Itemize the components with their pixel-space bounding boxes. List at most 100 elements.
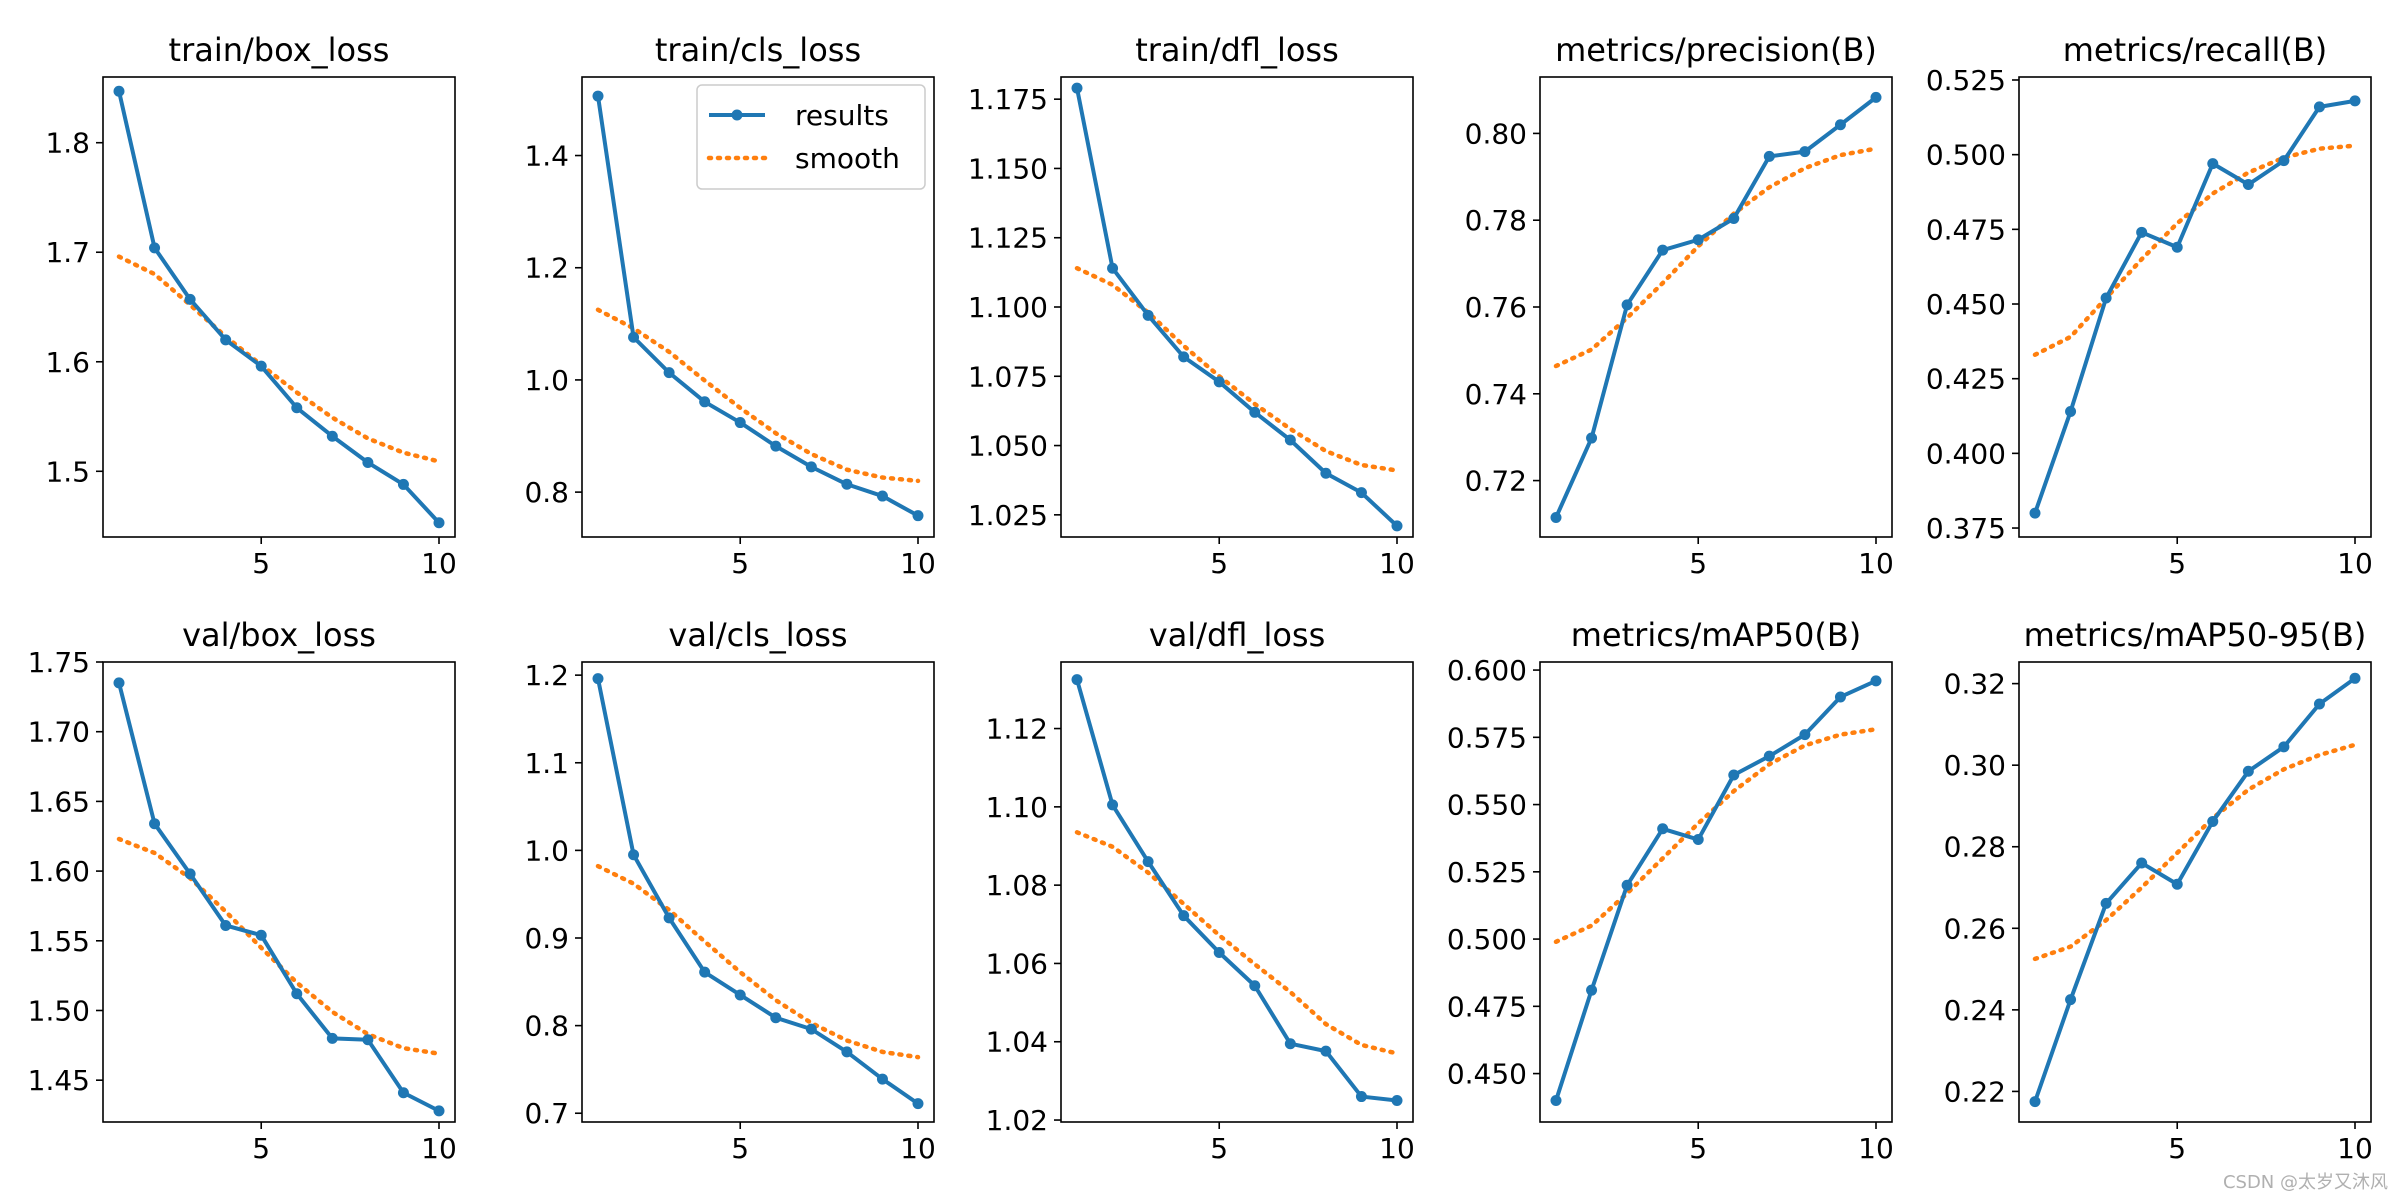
results-point: [2207, 815, 2219, 827]
results-line: [596, 678, 920, 1106]
panel-train-cls-loss: train/cls_loss 0.8 1.0 1.2 1.4 5 10 results smoo…: [524, 31, 935, 580]
results-point: [433, 517, 445, 529]
results-point: [770, 440, 782, 452]
x-tick-label: 5: [2168, 1132, 2186, 1165]
results-point: [1692, 834, 1704, 846]
results-point: [805, 461, 817, 473]
results-point: [912, 1098, 924, 1110]
results-point: [2065, 406, 2077, 418]
y-tick-label: 0.550: [1447, 789, 1527, 822]
results-point: [592, 90, 604, 102]
results-point: [876, 490, 888, 502]
chart-title: train/box_loss: [169, 31, 390, 69]
results-point: [1249, 406, 1261, 418]
results-line: [1075, 679, 1398, 1103]
y-tick-label: 1.8: [45, 127, 90, 160]
chart-title: metrics/precision(B): [1555, 31, 1877, 69]
results-point: [2136, 226, 2148, 238]
results-point: [1834, 691, 1846, 703]
panel-val-cls-loss: val/cls_loss 0.7 0.8 0.9 1.0 1.1 1.2 5 10: [524, 616, 935, 1165]
results-point: [1728, 212, 1740, 224]
y-tick-label: 0.72: [1465, 465, 1527, 498]
x-tick-label: 10: [900, 547, 936, 580]
results-line: [117, 90, 441, 525]
results-point: [1657, 244, 1669, 256]
y-tick-label: 1.050: [968, 430, 1048, 463]
results-line: [2033, 676, 2357, 1103]
y-tick-label: 0.76: [1465, 291, 1527, 324]
axes-frame: [2018, 76, 2372, 538]
results-point: [663, 367, 675, 379]
y-tick-label: 1.5: [45, 455, 90, 488]
results-point: [592, 673, 604, 685]
results-line: [117, 682, 440, 1113]
chart-title: train/dfl_loss: [1135, 31, 1339, 69]
axes-frame: [1539, 661, 1893, 1123]
results-point: [1391, 520, 1403, 532]
y-tick-label: 1.6: [45, 346, 90, 379]
panel-val-box-loss: val/box_loss 1.45 1.50 1.55 1.60 1.65 1.70 1.75…: [28, 616, 457, 1165]
x-tick-label: 10: [1858, 547, 1894, 580]
results-point: [1621, 879, 1633, 891]
results-line: [1554, 679, 1877, 1102]
y-tick-label: 1.65: [28, 785, 90, 818]
y-tick-label: 1.2: [524, 659, 569, 692]
results-point: [1391, 1094, 1403, 1106]
results-point: [2349, 672, 2361, 684]
results-point: [2242, 765, 2254, 777]
axes-frame: [581, 76, 935, 538]
y-tick-label: 0.475: [1447, 990, 1527, 1023]
y-tick-label: 1.75: [28, 646, 90, 679]
results-line: [1554, 95, 1878, 519]
results-line: [1075, 87, 1399, 528]
results-point: [291, 988, 303, 1000]
results-point: [1142, 309, 1154, 321]
results-point: [841, 478, 853, 490]
x-tick-label: 5: [2168, 547, 2186, 580]
y-tick-label: 0.30: [1944, 749, 2006, 782]
axes-frame: [102, 76, 456, 538]
y-tick-label: 0.600: [1447, 654, 1527, 687]
results-point: [1763, 750, 1775, 762]
results-point: [1870, 91, 1882, 103]
y-tick-label: 0.7: [524, 1097, 569, 1130]
y-tick-label: 0.525: [1447, 856, 1527, 889]
results-point: [149, 242, 161, 254]
y-tick-label: 0.425: [1926, 363, 2006, 396]
results-point: [1870, 675, 1882, 687]
results-point: [1107, 262, 1119, 274]
results-point: [1178, 910, 1190, 922]
y-tick-label: 0.8: [524, 1010, 569, 1043]
x-tick-label: 10: [2337, 1132, 2373, 1165]
y-tick-label: 0.74: [1465, 378, 1527, 411]
axes-frame: [581, 661, 935, 1123]
results-point: [876, 1073, 888, 1085]
results-point: [628, 331, 640, 343]
results-point: [362, 457, 374, 469]
legend-results-marker: [731, 109, 743, 121]
y-tick-label: 0.375: [1926, 512, 2006, 545]
panel-metrics-map50-95-b: metrics/mAP50-95(B) 0.22 0.24 0.26 0.28 0.30 0…: [1944, 616, 2373, 1165]
panel-metrics-recall-b: metrics/recall(B) 0.375 0.400 0.425 0.450 0.4…: [1926, 31, 2373, 580]
results-point: [326, 1032, 338, 1044]
y-tick-label: 1.075: [968, 360, 1048, 393]
y-tick-label: 0.78: [1465, 204, 1527, 237]
results-point: [2029, 507, 2041, 519]
results-point: [663, 912, 675, 924]
results-point: [1550, 1094, 1562, 1106]
y-tick-label: 0.8: [524, 476, 569, 509]
axes-frame: [2018, 661, 2372, 1123]
x-tick-label: 5: [1689, 1132, 1707, 1165]
chart-title: metrics/mAP50-95(B): [2024, 616, 2367, 654]
y-tick-label: 1.50: [28, 994, 90, 1027]
y-tick-label: 0.475: [1926, 213, 2006, 246]
y-tick-label: 1.2: [524, 252, 569, 285]
results-point: [1213, 946, 1225, 958]
legend: results smooth: [696, 84, 926, 190]
y-tick-label: 1.02: [986, 1104, 1048, 1137]
smooth-line: [116, 836, 442, 1056]
results-point: [628, 849, 640, 861]
results-point: [1692, 234, 1704, 246]
results-point: [149, 818, 161, 830]
